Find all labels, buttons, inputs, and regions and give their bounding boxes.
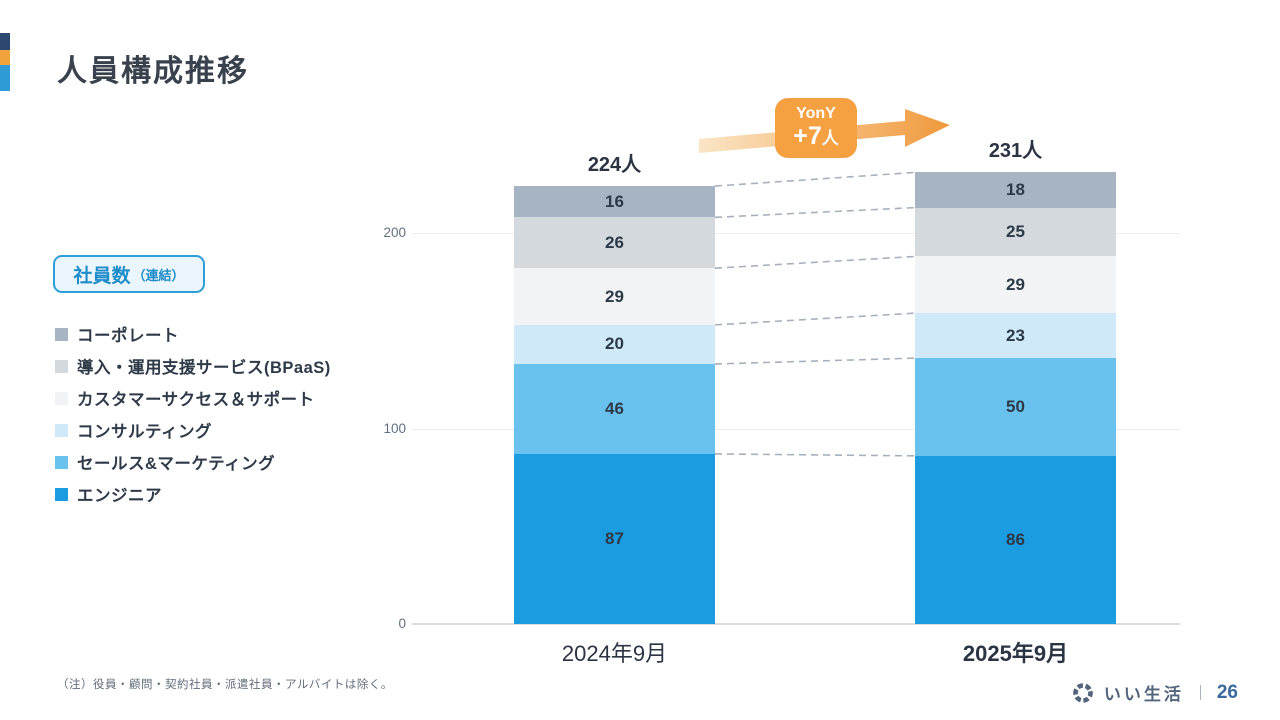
bar-segment: 20	[514, 324, 715, 364]
footer-brand: いい生活 ｜ 26	[1071, 680, 1238, 705]
company-name: いい生活	[1103, 685, 1184, 704]
footer-separator: ｜	[1192, 685, 1208, 702]
legend-item: セールス&マーケティング	[55, 446, 331, 478]
employee-count-sublabel: （連結）	[132, 267, 185, 283]
x-axis-label: 2024年9月	[561, 641, 668, 666]
employee-count-box: 社員数 （連結）	[53, 255, 205, 293]
segment-value-label: 29	[1006, 274, 1025, 294]
bar-segment: 26	[514, 217, 715, 269]
chart-legend: コーポレート導入・運用支援サービス(BPaaS) カスタマーサクセス＆サポート コン…	[55, 318, 331, 510]
bar-segment: 50	[915, 358, 1116, 456]
accent-bar-blue	[0, 65, 10, 91]
bar-segment: 46	[514, 363, 715, 454]
legend-label: エンジニア	[77, 487, 162, 505]
segment-value-label: 87	[605, 528, 624, 548]
yony-label: YonY	[796, 105, 836, 123]
legend-item: コーポレート	[55, 318, 331, 350]
legend-item: エンジニア	[55, 478, 331, 510]
bar-segment: 29	[915, 256, 1116, 314]
bar-segment: 23	[915, 313, 1116, 359]
y-tick-label: 200	[383, 225, 406, 240]
legend-item: カスタマーサクセス＆サポート	[55, 382, 331, 414]
y-tick-label: 0	[398, 616, 406, 631]
bar-segment: 87	[514, 453, 715, 624]
x-axis-label: 2025年9月	[962, 641, 1069, 666]
legend-item: 導入・運用支援サービス(BPaaS)	[55, 350, 331, 382]
bar-segment: 86	[915, 455, 1116, 624]
legend-swatch-icon	[55, 423, 68, 437]
legend-label: コーポレート	[77, 327, 179, 345]
legend-label: セールス&マーケティング	[77, 455, 276, 473]
yony-badge: YonY +7人	[775, 98, 857, 158]
segment-value-label: 86	[1006, 529, 1025, 549]
legend-label: コンサルティング	[77, 423, 213, 441]
accent-bar-navy	[0, 33, 10, 50]
legend-swatch-icon	[55, 391, 68, 405]
bar-segment: 25	[915, 207, 1116, 257]
legend-swatch-icon	[55, 359, 68, 373]
segment-value-label: 26	[605, 232, 624, 252]
yony-delta: +7人	[793, 122, 839, 151]
legend-swatch-icon	[55, 487, 68, 501]
bar-segment: 29	[514, 268, 715, 325]
legend-label: 導入・運用支援サービス(BPaaS)	[77, 359, 331, 377]
segment-value-label: 23	[1006, 325, 1025, 345]
legend-swatch-icon	[55, 455, 68, 469]
legend-label: カスタマーサクセス＆サポート	[77, 391, 315, 409]
legend-swatch-icon	[55, 327, 68, 341]
y-tick-label: 100	[383, 420, 406, 436]
segment-value-label: 46	[605, 398, 624, 418]
accent-bar-orange	[0, 50, 10, 65]
bar-segment: 18	[915, 172, 1116, 208]
bar-total-label: 224人	[587, 154, 642, 177]
bar-total-label: 231人	[988, 140, 1043, 163]
x-axis-line	[412, 623, 1180, 625]
segment-value-label: 29	[605, 286, 624, 306]
footnote: （注）役員・顧問・契約社員・派遣社員・アルバイトは除く。	[57, 679, 393, 691]
page-number: 26	[1216, 681, 1238, 703]
segment-value-label: 16	[605, 191, 624, 211]
legend-item: コンサルティング	[55, 414, 331, 446]
segment-value-label: 25	[1006, 222, 1025, 242]
employee-count-label: 社員数	[73, 265, 131, 287]
segment-value-label: 20	[605, 334, 624, 354]
company-logo-icon	[1073, 682, 1093, 703]
y-gridline	[412, 428, 1180, 430]
y-gridline	[412, 233, 1180, 234]
segment-value-label: 50	[1006, 396, 1025, 416]
page-title: 人員構成推移	[57, 55, 249, 88]
bar-segment: 16	[514, 186, 715, 218]
segment-value-label: 18	[1006, 179, 1025, 199]
